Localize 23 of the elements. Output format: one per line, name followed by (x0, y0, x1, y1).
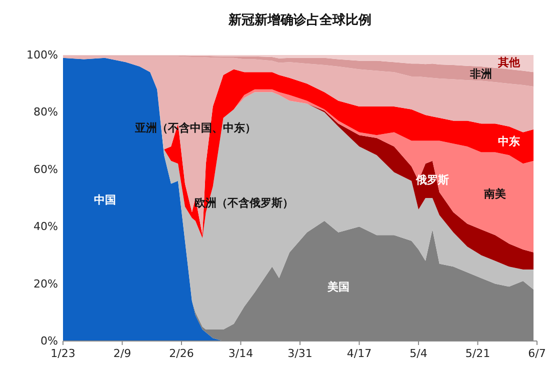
y-tick-label: 80% (34, 106, 58, 119)
y-tick-label: 0% (40, 334, 58, 348)
x-tick-label: 2/26 (169, 347, 194, 360)
x-tick-label: 5/21 (465, 347, 490, 360)
series-label: 非洲 (469, 67, 492, 80)
series-label: 南美 (483, 187, 506, 200)
chart-title: 新冠新增确诊占全球比例 (228, 12, 372, 28)
x-tick-label: 4/17 (346, 347, 372, 360)
series-label: 俄罗斯 (414, 172, 449, 186)
x-tick-label: 2/9 (113, 347, 132, 360)
y-tick-label: 60% (34, 162, 58, 176)
series-label: 中国 (94, 192, 116, 206)
x-tick-label: 1/23 (50, 347, 76, 360)
y-tick-label: 20% (34, 277, 58, 290)
x-tick-label: 5/4 (410, 347, 428, 360)
y-tick-label: 100% (26, 48, 58, 62)
series-label: 中东 (498, 134, 520, 148)
series-label: 美国 (326, 280, 350, 294)
x-tick-label: 3/31 (288, 347, 312, 360)
y-tick-label: 40% (34, 220, 58, 234)
series-label: 其他 (497, 56, 522, 69)
x-tick-label: 3/14 (228, 347, 254, 360)
x-tick-label: 6/7 (528, 347, 546, 360)
